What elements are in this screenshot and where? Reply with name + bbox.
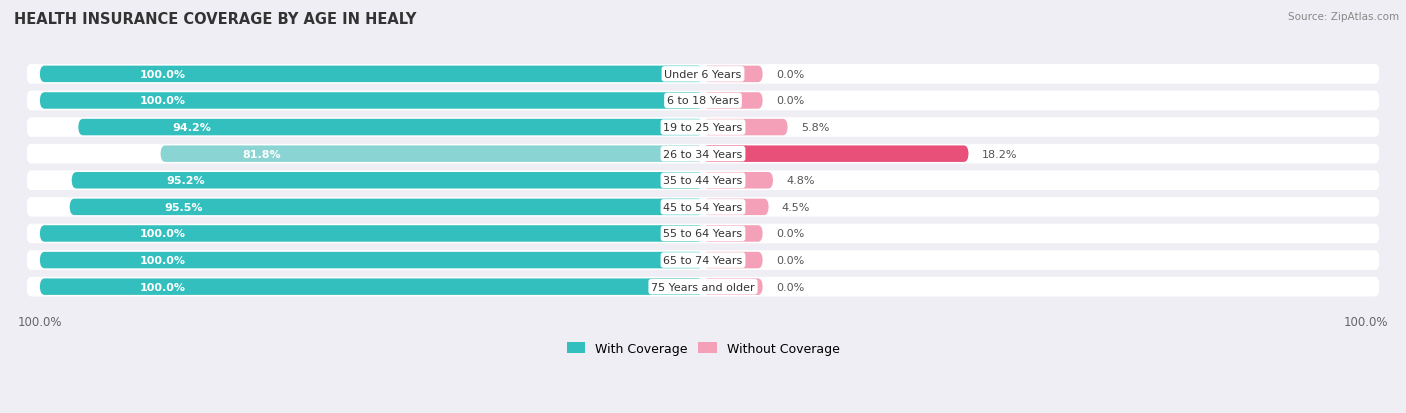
- FancyBboxPatch shape: [79, 119, 703, 136]
- Text: 0.0%: 0.0%: [776, 256, 804, 266]
- Text: 0.0%: 0.0%: [776, 70, 804, 80]
- Text: 100.0%: 100.0%: [139, 282, 186, 292]
- FancyBboxPatch shape: [703, 199, 769, 216]
- Text: 100.0%: 100.0%: [139, 96, 186, 106]
- FancyBboxPatch shape: [703, 225, 762, 242]
- FancyBboxPatch shape: [703, 146, 969, 163]
- Text: 81.8%: 81.8%: [242, 150, 281, 159]
- FancyBboxPatch shape: [27, 118, 1379, 138]
- FancyBboxPatch shape: [703, 252, 762, 269]
- Text: 100.0%: 100.0%: [139, 229, 186, 239]
- FancyBboxPatch shape: [160, 146, 703, 163]
- Text: Under 6 Years: Under 6 Years: [665, 70, 741, 80]
- FancyBboxPatch shape: [39, 252, 703, 269]
- Text: 6 to 18 Years: 6 to 18 Years: [666, 96, 740, 106]
- Legend: With Coverage, Without Coverage: With Coverage, Without Coverage: [561, 337, 845, 360]
- FancyBboxPatch shape: [703, 66, 762, 83]
- FancyBboxPatch shape: [39, 66, 703, 83]
- Text: 75 Years and older: 75 Years and older: [651, 282, 755, 292]
- FancyBboxPatch shape: [72, 173, 703, 189]
- Text: 65 to 74 Years: 65 to 74 Years: [664, 256, 742, 266]
- Text: 18.2%: 18.2%: [981, 150, 1018, 159]
- FancyBboxPatch shape: [703, 173, 773, 189]
- FancyBboxPatch shape: [27, 171, 1379, 191]
- Text: 35 to 44 Years: 35 to 44 Years: [664, 176, 742, 186]
- FancyBboxPatch shape: [27, 277, 1379, 297]
- FancyBboxPatch shape: [27, 251, 1379, 270]
- Text: 0.0%: 0.0%: [776, 282, 804, 292]
- FancyBboxPatch shape: [27, 224, 1379, 244]
- FancyBboxPatch shape: [39, 279, 703, 295]
- Text: 0.0%: 0.0%: [776, 96, 804, 106]
- Text: 0.0%: 0.0%: [776, 229, 804, 239]
- Text: Source: ZipAtlas.com: Source: ZipAtlas.com: [1288, 12, 1399, 22]
- Text: 55 to 64 Years: 55 to 64 Years: [664, 229, 742, 239]
- Text: 19 to 25 Years: 19 to 25 Years: [664, 123, 742, 133]
- FancyBboxPatch shape: [703, 93, 762, 109]
- Text: HEALTH INSURANCE COVERAGE BY AGE IN HEALY: HEALTH INSURANCE COVERAGE BY AGE IN HEAL…: [14, 12, 416, 27]
- Text: 5.8%: 5.8%: [801, 123, 830, 133]
- Text: 26 to 34 Years: 26 to 34 Years: [664, 150, 742, 159]
- FancyBboxPatch shape: [39, 225, 703, 242]
- FancyBboxPatch shape: [70, 199, 703, 216]
- FancyBboxPatch shape: [27, 197, 1379, 217]
- Text: 95.5%: 95.5%: [165, 202, 204, 212]
- FancyBboxPatch shape: [27, 91, 1379, 111]
- Text: 95.2%: 95.2%: [166, 176, 205, 186]
- Text: 100.0%: 100.0%: [139, 70, 186, 80]
- Text: 4.8%: 4.8%: [786, 176, 815, 186]
- Text: 100.0%: 100.0%: [139, 256, 186, 266]
- Text: 94.2%: 94.2%: [172, 123, 211, 133]
- FancyBboxPatch shape: [27, 65, 1379, 85]
- FancyBboxPatch shape: [703, 119, 787, 136]
- Text: 45 to 54 Years: 45 to 54 Years: [664, 202, 742, 212]
- FancyBboxPatch shape: [27, 145, 1379, 164]
- FancyBboxPatch shape: [703, 279, 762, 295]
- FancyBboxPatch shape: [39, 93, 703, 109]
- Text: 4.5%: 4.5%: [782, 202, 810, 212]
